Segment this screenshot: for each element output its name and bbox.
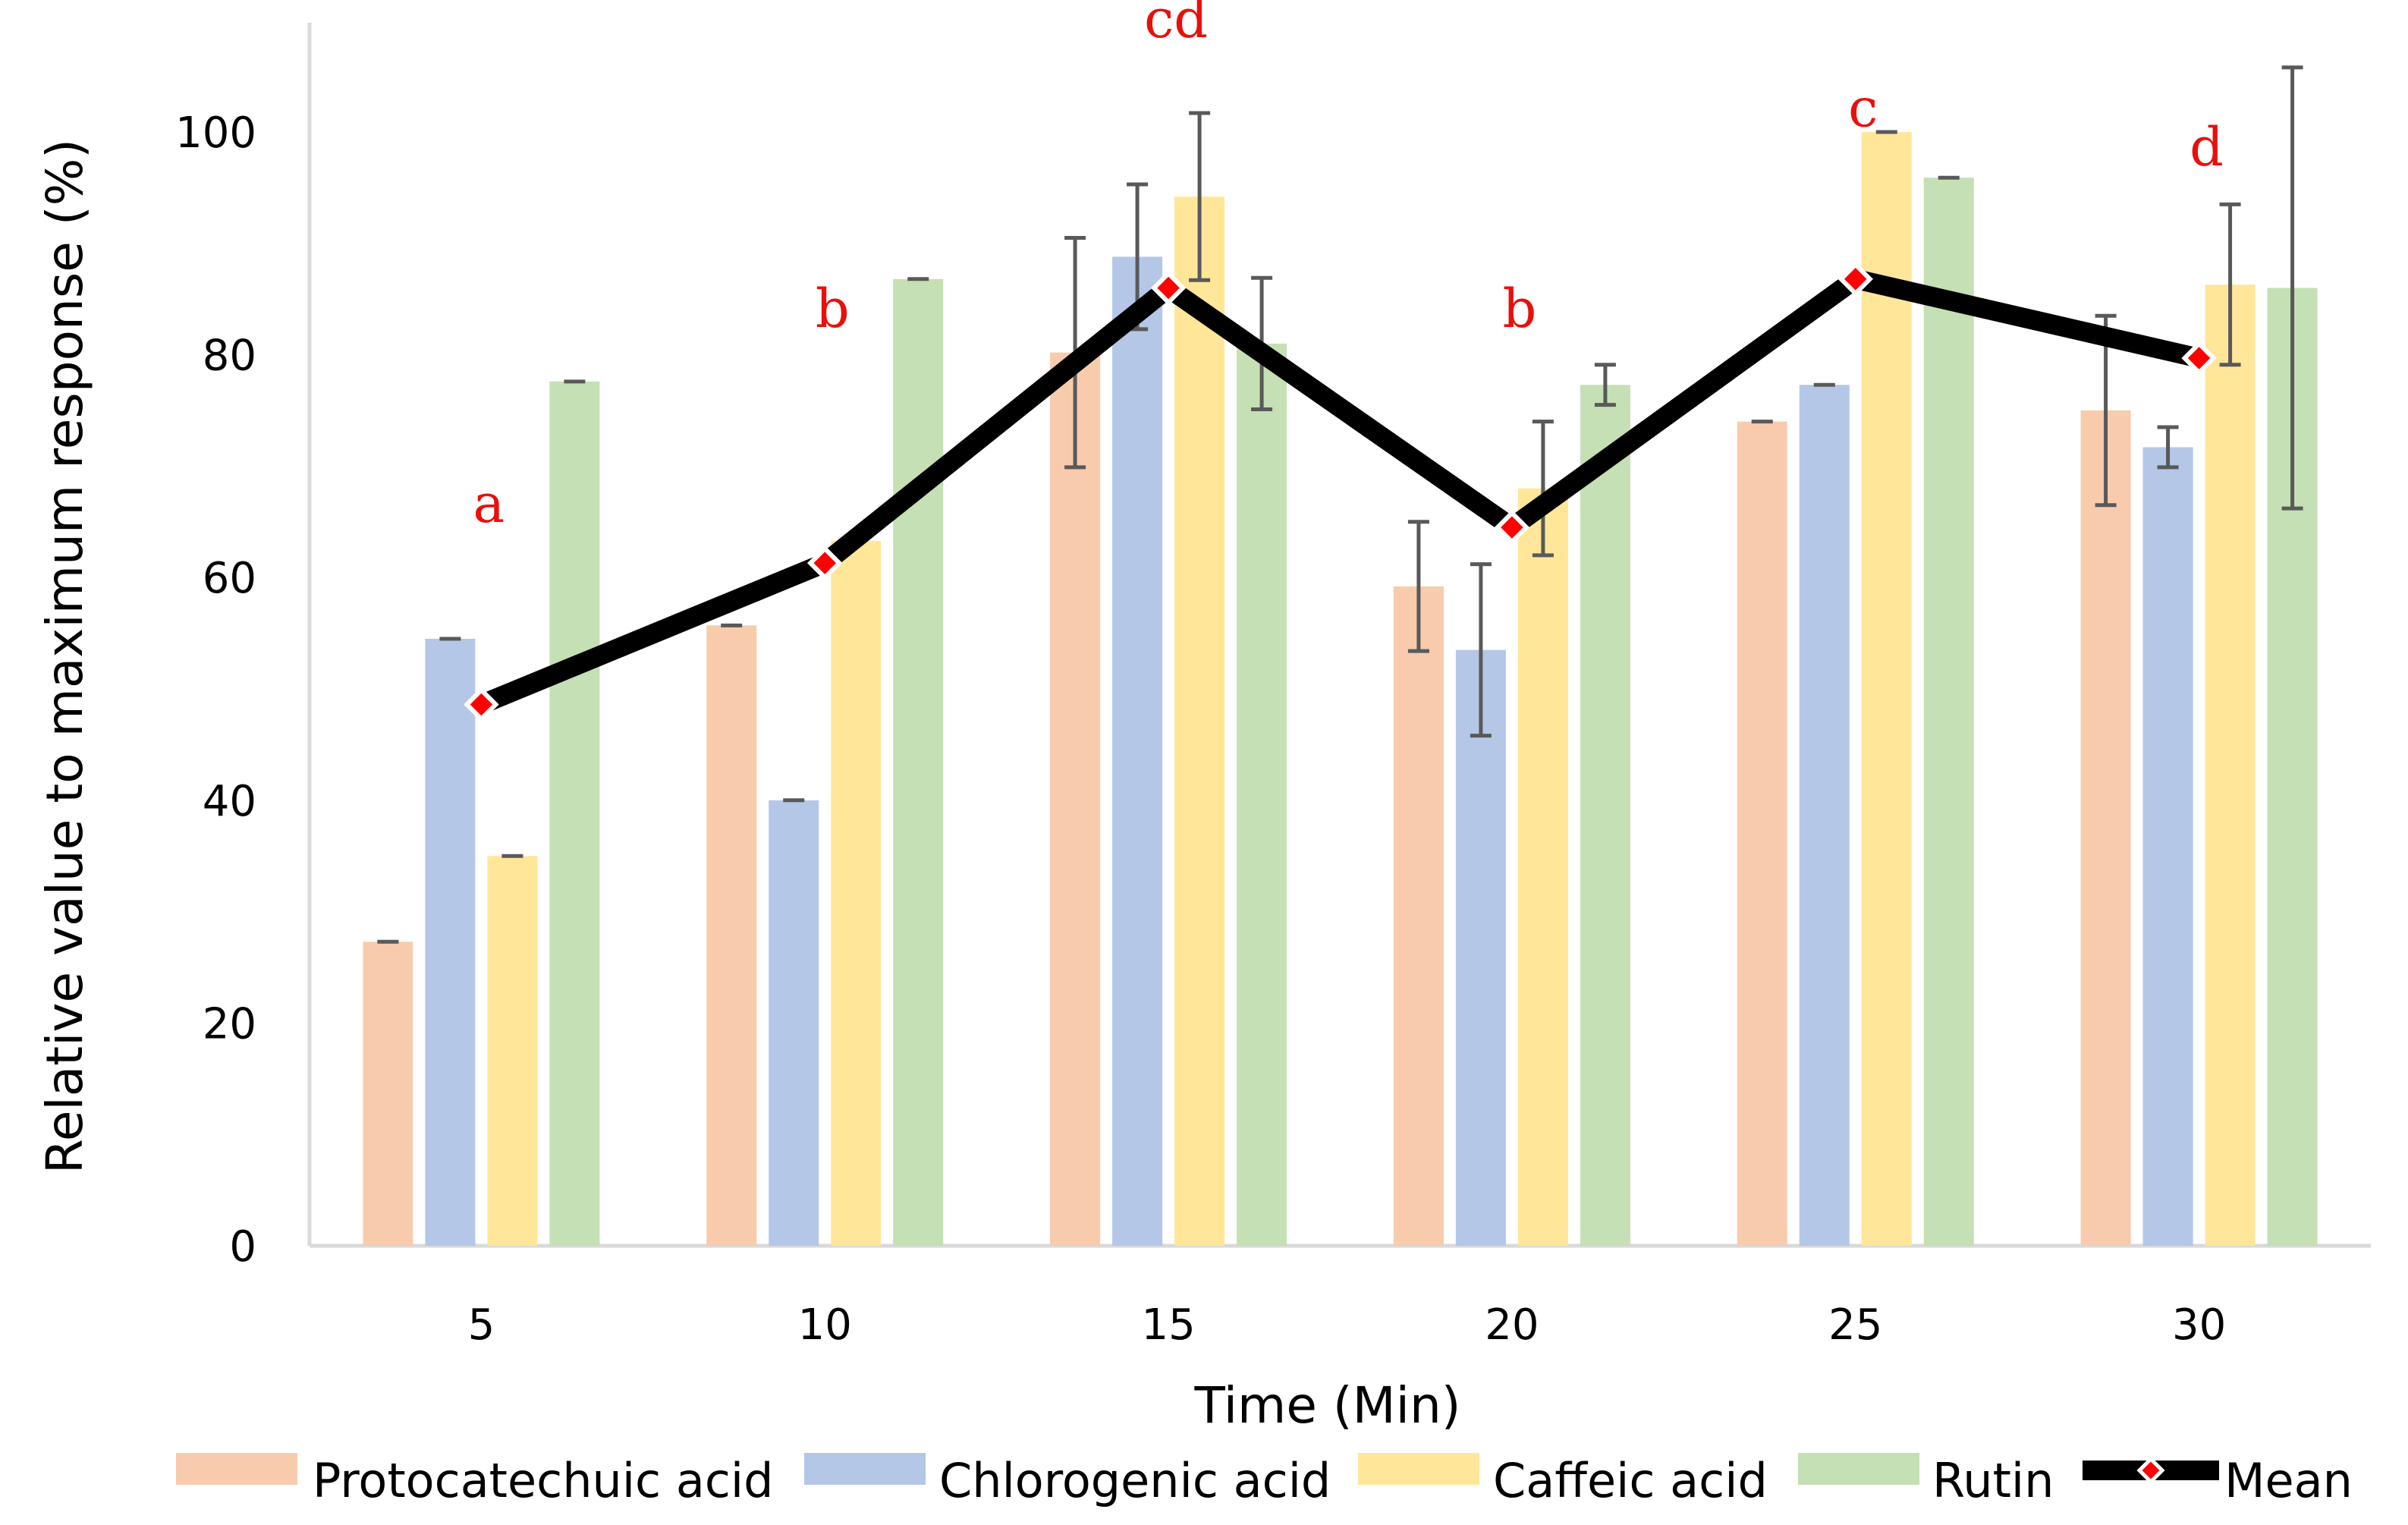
legend-swatch-3 <box>1798 1453 1919 1485</box>
bar-rutin-10 <box>893 278 944 1246</box>
y-tick-label: 40 <box>203 777 256 826</box>
legend-swatch-2 <box>1358 1453 1479 1485</box>
x-tick-label: 15 <box>1141 1300 1195 1350</box>
y-tick-label: 80 <box>203 332 256 381</box>
bar-protocatechuic-acid-15 <box>1050 352 1101 1246</box>
bar-protocatechuic-acid-25 <box>1737 421 1787 1247</box>
bar-chlorogenic-acid-20 <box>1455 649 1506 1246</box>
significance-letter: c <box>1848 77 1878 140</box>
bar-protocatechuic-acid-5 <box>363 942 413 1246</box>
x-tick-label: 30 <box>2172 1300 2226 1350</box>
bar-chlorogenic-acid-25 <box>1799 385 1850 1247</box>
y-tick-label: 20 <box>203 999 256 1049</box>
bar-chlorogenic-acid-15 <box>1112 256 1163 1246</box>
bar-protocatechuic-acid-30 <box>2080 410 2131 1246</box>
legend-swatch-1 <box>804 1453 926 1485</box>
bar-caffeic-acid-5 <box>487 856 538 1246</box>
bar-rutin-15 <box>1237 343 1287 1246</box>
significance-letter: a <box>473 473 505 535</box>
legend: Protocatechuic acid Chlorogenic acid Caffe… <box>176 1453 2353 1508</box>
bar-protocatechuic-acid-20 <box>1393 586 1444 1246</box>
y-tick-label: 100 <box>175 108 256 158</box>
legend-label: Mean <box>2224 1453 2353 1508</box>
bar-chlorogenic-acid-5 <box>425 638 476 1246</box>
bar-protocatechuic-acid-10 <box>706 625 757 1246</box>
x-tick-label: 20 <box>1485 1300 1539 1350</box>
mean-marker-10 <box>807 545 843 581</box>
x-tick-label: 25 <box>1828 1300 1882 1350</box>
mean-marker-30 <box>2181 340 2217 376</box>
bar-caffeic-acid-25 <box>1861 132 1912 1246</box>
bar-rutin-25 <box>1923 178 1974 1247</box>
y-tick-label: 0 <box>229 1222 256 1272</box>
significance-letter: b <box>816 278 850 340</box>
bar-caffeic-acid-30 <box>2205 285 2256 1247</box>
mean-marker-25 <box>1837 261 1873 297</box>
y-tick-label: 60 <box>203 554 256 603</box>
significance-letter: d <box>2190 116 2224 178</box>
y-axis-title: Relative value to maximum response (%) <box>36 139 94 1174</box>
bar-caffeic-acid-20 <box>1517 488 1568 1246</box>
bar-caffeic-acid-15 <box>1174 197 1225 1246</box>
x-tick-label: 5 <box>468 1300 495 1350</box>
x-axis-title: Time (Min) <box>1193 1376 1460 1435</box>
legend-label: Chlorogenic acid <box>939 1453 1331 1508</box>
bar-rutin-5 <box>549 381 600 1246</box>
legend-label: Protocatechuic acid <box>313 1453 774 1508</box>
legend-label: Rutin <box>1932 1453 2054 1508</box>
mean-marker-20 <box>1494 509 1530 546</box>
legend-label: Caffeic acid <box>1493 1453 1768 1508</box>
x-tick-label: 10 <box>798 1300 852 1350</box>
bar-chlorogenic-acid-30 <box>2142 447 2193 1246</box>
legend-swatch-0 <box>176 1453 297 1485</box>
mean-marker-15 <box>1150 270 1187 306</box>
legend-swatch-mean-marker <box>2136 1456 2165 1485</box>
bar-chlorogenic-acid-10 <box>769 800 819 1246</box>
significance-letter: cd <box>1144 0 1208 50</box>
mean-marker-5 <box>464 687 499 722</box>
significance-letter: b <box>1503 278 1537 340</box>
bar-caffeic-acid-10 <box>831 540 882 1246</box>
bar-rutin-20 <box>1580 385 1630 1247</box>
mean-line <box>477 269 2202 714</box>
